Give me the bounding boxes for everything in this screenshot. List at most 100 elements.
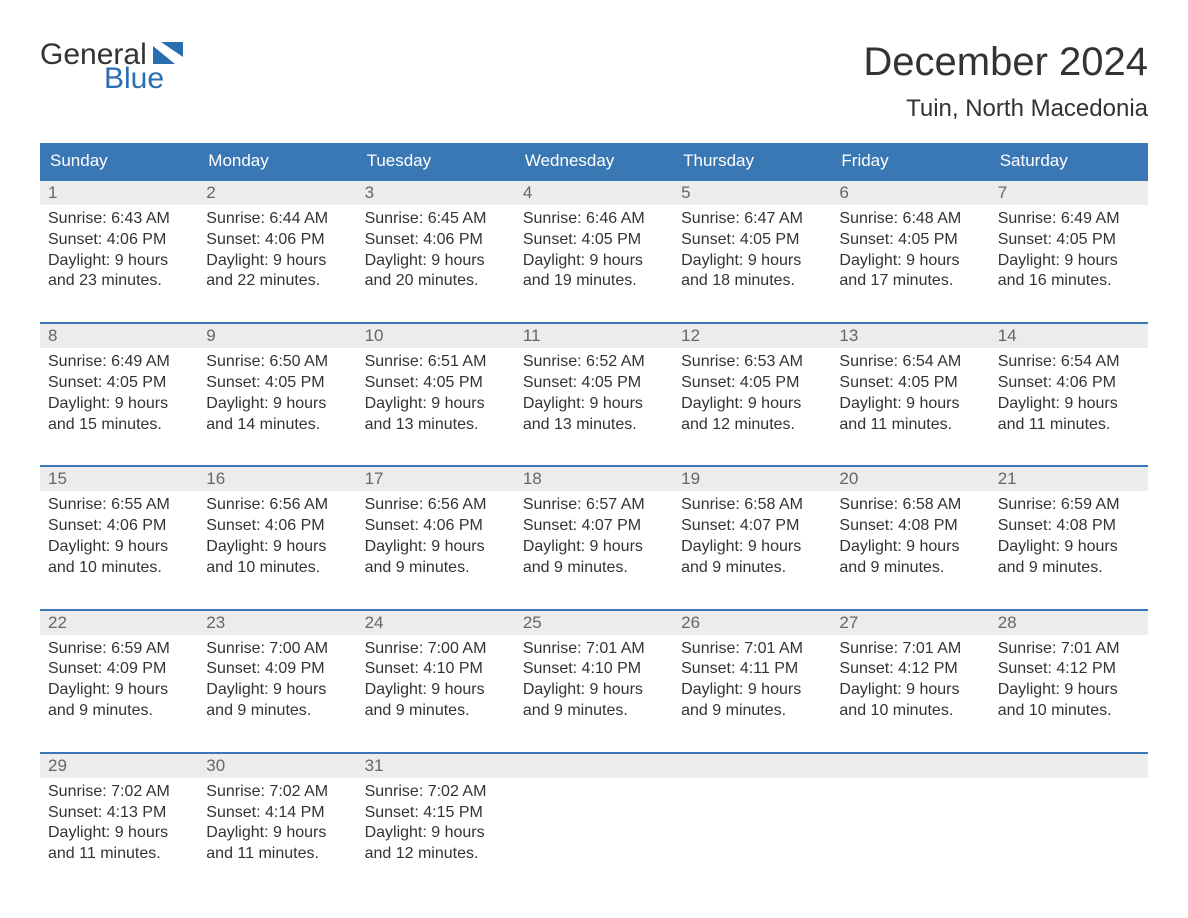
empty-day-bar bbox=[990, 752, 1148, 778]
day-body: Sunrise: 6:43 AMSunset: 4:06 PMDaylight:… bbox=[40, 205, 198, 322]
sunrise-text: Sunrise: 6:52 AM bbox=[523, 352, 665, 373]
day-body: Sunrise: 6:57 AMSunset: 4:07 PMDaylight:… bbox=[515, 491, 673, 608]
week-row: 8Sunrise: 6:49 AMSunset: 4:05 PMDaylight… bbox=[40, 322, 1148, 465]
day-body: Sunrise: 7:01 AMSunset: 4:10 PMDaylight:… bbox=[515, 635, 673, 752]
sunrise-text: Sunrise: 7:01 AM bbox=[998, 639, 1140, 660]
daylight2-text: and 23 minutes. bbox=[48, 271, 190, 292]
day-number: 14 bbox=[998, 326, 1017, 345]
day-number-bar: 13 bbox=[831, 322, 989, 348]
sunset-text: Sunset: 4:07 PM bbox=[681, 516, 823, 537]
sunset-text: Sunset: 4:13 PM bbox=[48, 803, 190, 824]
day-cell: 1Sunrise: 6:43 AMSunset: 4:06 PMDaylight… bbox=[40, 179, 198, 322]
day-body: Sunrise: 6:53 AMSunset: 4:05 PMDaylight:… bbox=[673, 348, 831, 465]
day-cell: 18Sunrise: 6:57 AMSunset: 4:07 PMDayligh… bbox=[515, 465, 673, 608]
day-number: 27 bbox=[839, 613, 858, 632]
day-body: Sunrise: 6:58 AMSunset: 4:08 PMDaylight:… bbox=[831, 491, 989, 608]
day-number: 25 bbox=[523, 613, 542, 632]
day-body: Sunrise: 6:50 AMSunset: 4:05 PMDaylight:… bbox=[198, 348, 356, 465]
day-body: Sunrise: 6:54 AMSunset: 4:05 PMDaylight:… bbox=[831, 348, 989, 465]
day-cell: 4Sunrise: 6:46 AMSunset: 4:05 PMDaylight… bbox=[515, 179, 673, 322]
day-body: Sunrise: 6:56 AMSunset: 4:06 PMDaylight:… bbox=[357, 491, 515, 608]
daylight2-text: and 18 minutes. bbox=[681, 271, 823, 292]
sunrise-text: Sunrise: 7:02 AM bbox=[206, 782, 348, 803]
daylight1-text: Daylight: 9 hours bbox=[839, 394, 981, 415]
day-body: Sunrise: 6:54 AMSunset: 4:06 PMDaylight:… bbox=[990, 348, 1148, 465]
sunset-text: Sunset: 4:05 PM bbox=[839, 230, 981, 251]
day-body: Sunrise: 7:00 AMSunset: 4:10 PMDaylight:… bbox=[357, 635, 515, 752]
day-header-friday: Friday bbox=[831, 143, 989, 179]
day-number-bar: 8 bbox=[40, 322, 198, 348]
day-number-bar: 22 bbox=[40, 609, 198, 635]
daylight1-text: Daylight: 9 hours bbox=[681, 394, 823, 415]
daylight1-text: Daylight: 9 hours bbox=[206, 394, 348, 415]
daylight1-text: Daylight: 9 hours bbox=[48, 537, 190, 558]
daylight2-text: and 10 minutes. bbox=[48, 558, 190, 579]
daylight1-text: Daylight: 9 hours bbox=[681, 537, 823, 558]
sunrise-text: Sunrise: 7:01 AM bbox=[523, 639, 665, 660]
daylight2-text: and 22 minutes. bbox=[206, 271, 348, 292]
sunset-text: Sunset: 4:10 PM bbox=[523, 659, 665, 680]
sunset-text: Sunset: 4:15 PM bbox=[365, 803, 507, 824]
sunset-text: Sunset: 4:06 PM bbox=[206, 516, 348, 537]
day-number-bar: 30 bbox=[198, 752, 356, 778]
day-body: Sunrise: 7:01 AMSunset: 4:12 PMDaylight:… bbox=[831, 635, 989, 752]
sunrise-text: Sunrise: 6:58 AM bbox=[839, 495, 981, 516]
day-body: Sunrise: 6:59 AMSunset: 4:09 PMDaylight:… bbox=[40, 635, 198, 752]
sunset-text: Sunset: 4:09 PM bbox=[206, 659, 348, 680]
day-body: Sunrise: 6:58 AMSunset: 4:07 PMDaylight:… bbox=[673, 491, 831, 608]
sunset-text: Sunset: 4:12 PM bbox=[839, 659, 981, 680]
daylight1-text: Daylight: 9 hours bbox=[206, 251, 348, 272]
day-cell: 25 Sunrise: 7:01 AMSunset: 4:10 PMDayligh… bbox=[515, 609, 673, 752]
brand-word-2: Blue bbox=[40, 64, 185, 94]
daylight1-text: Daylight: 9 hours bbox=[523, 251, 665, 272]
day-number-bar: 24 bbox=[357, 609, 515, 635]
daylight1-text: Daylight: 9 hours bbox=[365, 394, 507, 415]
day-number: 21 bbox=[998, 469, 1017, 488]
day-cell: 3Sunrise: 6:45 AMSunset: 4:06 PMDaylight… bbox=[357, 179, 515, 322]
day-cell bbox=[990, 752, 1148, 895]
sunset-text: Sunset: 4:07 PM bbox=[523, 516, 665, 537]
sunset-text: Sunset: 4:06 PM bbox=[206, 230, 348, 251]
day-number-bar: 4 bbox=[515, 179, 673, 205]
day-cell: 20Sunrise: 6:58 AMSunset: 4:08 PMDayligh… bbox=[831, 465, 989, 608]
sunrise-text: Sunrise: 6:59 AM bbox=[998, 495, 1140, 516]
day-cell: 30Sunrise: 7:02 AMSunset: 4:14 PMDayligh… bbox=[198, 752, 356, 895]
daylight2-text: and 16 minutes. bbox=[998, 271, 1140, 292]
daylight2-text: and 9 minutes. bbox=[681, 558, 823, 579]
day-body: Sunrise: 6:48 AMSunset: 4:05 PMDaylight:… bbox=[831, 205, 989, 322]
flag-icon bbox=[153, 42, 185, 64]
daylight2-text: and 11 minutes. bbox=[206, 844, 348, 865]
daylight2-text: and 11 minutes. bbox=[48, 844, 190, 865]
day-number-bar: 25 bbox=[515, 609, 673, 635]
sunset-text: Sunset: 4:05 PM bbox=[998, 230, 1140, 251]
day-number-bar: 29 bbox=[40, 752, 198, 778]
day-cell: 11Sunrise: 6:52 AMSunset: 4:05 PMDayligh… bbox=[515, 322, 673, 465]
day-cell: 31Sunrise: 7:02 AMSunset: 4:15 PMDayligh… bbox=[357, 752, 515, 895]
empty-day-bar bbox=[831, 752, 989, 778]
day-number: 16 bbox=[206, 469, 225, 488]
day-number-bar: 18 bbox=[515, 465, 673, 491]
day-cell: 26Sunrise: 7:01 AMSunset: 4:11 PMDayligh… bbox=[673, 609, 831, 752]
day-number: 7 bbox=[998, 183, 1007, 202]
day-cell: 9Sunrise: 6:50 AMSunset: 4:05 PMDaylight… bbox=[198, 322, 356, 465]
day-cell: 16Sunrise: 6:56 AMSunset: 4:06 PMDayligh… bbox=[198, 465, 356, 608]
daylight1-text: Daylight: 9 hours bbox=[523, 537, 665, 558]
day-cell: 27 Sunrise: 7:01 AMSunset: 4:12 PMDayligh… bbox=[831, 609, 989, 752]
day-body: Sunrise: 7:02 AMSunset: 4:14 PMDaylight:… bbox=[198, 778, 356, 895]
day-cell bbox=[831, 752, 989, 895]
day-number-bar: 31 bbox=[357, 752, 515, 778]
daylight1-text: Daylight: 9 hours bbox=[365, 251, 507, 272]
week-row: 15Sunrise: 6:55 AMSunset: 4:06 PMDayligh… bbox=[40, 465, 1148, 608]
sunrise-text: Sunrise: 6:47 AM bbox=[681, 209, 823, 230]
day-number: 6 bbox=[839, 183, 848, 202]
sunset-text: Sunset: 4:06 PM bbox=[365, 230, 507, 251]
sunset-text: Sunset: 4:09 PM bbox=[48, 659, 190, 680]
day-number-bar: 14 bbox=[990, 322, 1148, 348]
day-cell: 2Sunrise: 6:44 AMSunset: 4:06 PMDaylight… bbox=[198, 179, 356, 322]
day-cell: 22Sunrise: 6:59 AMSunset: 4:09 PMDayligh… bbox=[40, 609, 198, 752]
sunset-text: Sunset: 4:06 PM bbox=[48, 516, 190, 537]
day-cell: 5Sunrise: 6:47 AMSunset: 4:05 PMDaylight… bbox=[673, 179, 831, 322]
day-number: 2 bbox=[206, 183, 215, 202]
daylight2-text: and 9 minutes. bbox=[365, 701, 507, 722]
sunrise-text: Sunrise: 6:50 AM bbox=[206, 352, 348, 373]
